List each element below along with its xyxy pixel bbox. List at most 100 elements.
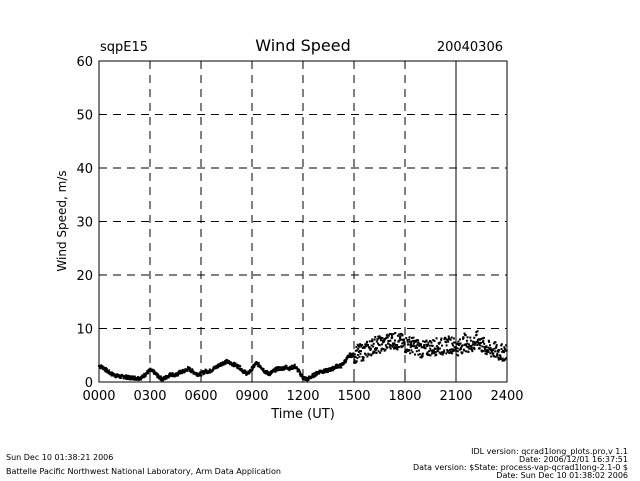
data-point	[471, 350, 474, 353]
data-point	[489, 347, 492, 350]
data-point	[173, 375, 176, 378]
data-point	[427, 341, 430, 344]
data-point	[410, 336, 413, 339]
data-point	[211, 369, 214, 372]
data-point	[474, 341, 477, 344]
data-point	[375, 348, 378, 351]
data-point	[115, 374, 118, 377]
data-point	[425, 343, 428, 346]
data-point	[203, 372, 206, 375]
data-point	[411, 345, 414, 348]
data-point	[481, 337, 484, 340]
data-point	[400, 346, 403, 349]
data-point	[468, 347, 471, 350]
data-point	[427, 343, 430, 346]
data-point	[440, 338, 443, 341]
data-point	[360, 345, 363, 348]
data-point	[427, 350, 430, 353]
data-point	[131, 375, 134, 378]
data-point	[371, 340, 374, 343]
data-point	[398, 336, 401, 339]
chart-title: Wind Speed	[255, 36, 350, 55]
data-point	[475, 333, 478, 336]
data-point	[409, 344, 412, 347]
data-point	[475, 340, 478, 343]
data-point	[339, 363, 342, 366]
data-point	[237, 365, 240, 368]
data-point	[430, 349, 433, 352]
data-point	[361, 347, 364, 350]
data-point	[205, 369, 208, 372]
data-point	[505, 357, 508, 360]
axis-ticks	[98, 60, 508, 383]
x-tick-label: 1800	[388, 389, 421, 404]
data-point	[479, 344, 482, 347]
data-point	[274, 370, 277, 373]
data-point	[125, 377, 128, 380]
data-point	[481, 350, 484, 353]
data-point	[479, 341, 482, 344]
data-point	[363, 346, 366, 349]
data-point	[420, 346, 423, 349]
data-point	[339, 365, 342, 368]
data-point	[300, 373, 303, 376]
data-point	[376, 338, 379, 341]
footer-date-2: Date: Sun Dec 10 01:38:02 2006	[496, 471, 628, 480]
data-point	[381, 339, 384, 342]
data-point	[445, 352, 448, 355]
data-point	[128, 375, 131, 378]
data-point	[428, 344, 431, 347]
x-tick-label: 1500	[337, 389, 370, 404]
x-axis-label: Time (UT)	[270, 407, 335, 422]
data-point	[179, 372, 182, 375]
data-point	[344, 361, 347, 364]
data-point	[304, 378, 307, 381]
y-tick-label: 50	[76, 109, 93, 124]
data-point	[251, 367, 254, 370]
data-point	[186, 369, 189, 372]
data-point	[482, 349, 485, 352]
data-point	[366, 343, 369, 346]
data-point	[396, 344, 399, 347]
data-point	[468, 343, 471, 346]
data-point	[301, 375, 304, 378]
data-point	[435, 337, 438, 340]
data-point	[375, 351, 378, 354]
data-point	[499, 354, 502, 357]
data-point	[424, 347, 427, 350]
data-point	[147, 372, 150, 375]
data-point	[307, 379, 310, 382]
date-label: 20040306	[437, 40, 503, 55]
data-point	[487, 350, 490, 353]
data-point	[416, 346, 419, 349]
data-point	[409, 346, 412, 349]
data-point	[473, 336, 476, 339]
data-point	[461, 337, 464, 340]
data-point	[315, 371, 318, 374]
data-point	[448, 352, 451, 355]
data-point	[402, 341, 405, 344]
data-point	[426, 351, 429, 354]
data-point	[229, 363, 232, 366]
footer-idl-version: IDL version: qcrad1long_plots.pro,v 1.1	[471, 447, 628, 456]
data-point	[128, 376, 131, 379]
data-point	[377, 350, 380, 353]
data-point	[466, 342, 469, 345]
data-point	[441, 353, 444, 356]
data-point	[467, 350, 470, 353]
data-point	[420, 344, 423, 347]
data-point	[373, 351, 376, 354]
data-point	[240, 368, 243, 371]
data-point	[486, 349, 489, 352]
data-point	[362, 357, 365, 360]
data-point	[119, 376, 122, 379]
data-point	[423, 344, 426, 347]
data-point	[208, 368, 211, 371]
data-point	[376, 342, 379, 345]
data-point	[501, 350, 504, 353]
data-point	[489, 344, 491, 347]
data-point	[502, 350, 505, 353]
data-point	[412, 336, 415, 339]
data-point	[496, 349, 499, 352]
data-point	[389, 339, 392, 342]
